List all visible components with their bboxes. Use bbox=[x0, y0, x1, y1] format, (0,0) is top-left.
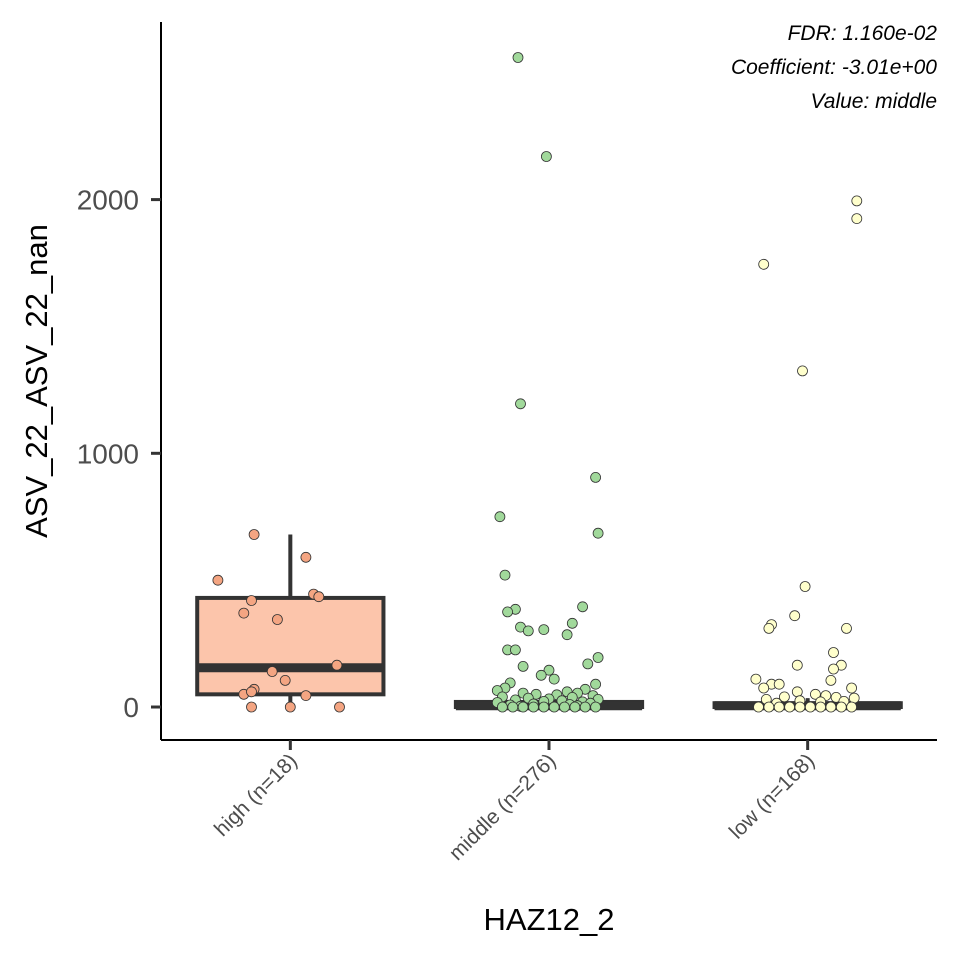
data-point bbox=[535, 669, 547, 681]
data-point bbox=[773, 678, 785, 690]
box-group-0 bbox=[195, 534, 386, 708]
data-point bbox=[246, 686, 257, 698]
data-point bbox=[566, 617, 578, 629]
data-point bbox=[753, 701, 764, 713]
data-point bbox=[825, 675, 837, 686]
data-point bbox=[797, 365, 808, 377]
data-point bbox=[758, 682, 770, 694]
data-point bbox=[846, 701, 857, 713]
data-point bbox=[538, 701, 550, 713]
data-point bbox=[543, 664, 555, 676]
data-point bbox=[851, 213, 863, 225]
data-point bbox=[828, 663, 839, 675]
data-point bbox=[791, 659, 803, 671]
data-point bbox=[779, 691, 790, 703]
data-point bbox=[773, 701, 785, 713]
data-point bbox=[538, 624, 550, 635]
x-tick-label: low (n=168) bbox=[725, 749, 819, 843]
data-point bbox=[248, 529, 260, 540]
annotation-fdr: FDR: 1.160e-02 bbox=[788, 22, 938, 45]
data-point bbox=[791, 686, 803, 698]
x-axis-title: HAZ12_2 bbox=[484, 902, 615, 937]
data-point bbox=[522, 625, 534, 637]
data-point bbox=[804, 701, 816, 713]
data-point bbox=[577, 601, 588, 613]
data-point bbox=[548, 673, 560, 685]
box bbox=[195, 595, 386, 697]
x-ticks: high (n=18) middle (n=276) low (n=168) bbox=[210, 740, 819, 865]
data-point bbox=[758, 258, 770, 270]
data-point bbox=[313, 591, 325, 603]
data-point bbox=[300, 551, 312, 563]
data-point bbox=[590, 471, 601, 483]
data-point bbox=[841, 623, 852, 634]
data-point bbox=[212, 574, 224, 586]
y-tick-label: 0 bbox=[123, 692, 139, 723]
data-point bbox=[559, 701, 570, 713]
data-point bbox=[799, 581, 811, 592]
data-point bbox=[828, 647, 839, 658]
data-point bbox=[846, 682, 857, 694]
data-point bbox=[848, 692, 860, 704]
data-point bbox=[590, 678, 601, 690]
annotation-coefficient: Coefficient: -3.01e+00 bbox=[731, 56, 937, 79]
data-point bbox=[499, 569, 511, 581]
data-point bbox=[561, 629, 573, 641]
data-point bbox=[592, 527, 604, 539]
data-point bbox=[763, 701, 775, 713]
data-point bbox=[750, 673, 762, 685]
data-point bbox=[284, 701, 296, 713]
data-point bbox=[592, 652, 604, 663]
data-point bbox=[590, 701, 601, 713]
data-point bbox=[528, 701, 539, 713]
y-tick-label: 2000 bbox=[77, 185, 139, 216]
data-point bbox=[763, 623, 775, 634]
data-point bbox=[331, 659, 343, 671]
data-point bbox=[810, 688, 821, 700]
data-point bbox=[517, 661, 529, 672]
data-point bbox=[334, 701, 345, 713]
data-point bbox=[502, 606, 514, 618]
data-point bbox=[517, 701, 529, 713]
data-point bbox=[246, 595, 257, 606]
data-point bbox=[238, 607, 250, 619]
data-point bbox=[579, 701, 591, 713]
data-point bbox=[851, 195, 863, 207]
data-point bbox=[510, 644, 521, 656]
x-tick-label: middle (n=276) bbox=[445, 749, 561, 865]
data-point bbox=[507, 701, 519, 713]
data-point bbox=[789, 610, 801, 622]
data-point bbox=[835, 701, 847, 713]
data-point bbox=[300, 690, 312, 701]
data-point bbox=[246, 701, 257, 713]
data-point bbox=[548, 701, 560, 713]
data-point bbox=[784, 701, 795, 713]
points-layer bbox=[212, 52, 863, 713]
data-point bbox=[512, 52, 524, 63]
data-point bbox=[815, 701, 826, 713]
data-point bbox=[515, 398, 526, 410]
annotation-value: Value: middle bbox=[811, 90, 937, 113]
y-ticks: 0 1000 2000 bbox=[77, 185, 161, 723]
data-point bbox=[794, 701, 806, 713]
data-point bbox=[279, 675, 291, 686]
data-point bbox=[271, 614, 283, 625]
data-point bbox=[496, 701, 508, 713]
data-point bbox=[494, 511, 506, 523]
data-point bbox=[541, 151, 552, 162]
y-tick-label: 1000 bbox=[77, 438, 139, 469]
data-point bbox=[825, 701, 837, 713]
x-tick-label: high (n=18) bbox=[210, 749, 302, 841]
data-point bbox=[266, 666, 278, 677]
data-point bbox=[569, 701, 581, 713]
data-point bbox=[582, 658, 594, 670]
y-axis-title: ASV_22_ASV_22_nan bbox=[19, 224, 54, 538]
